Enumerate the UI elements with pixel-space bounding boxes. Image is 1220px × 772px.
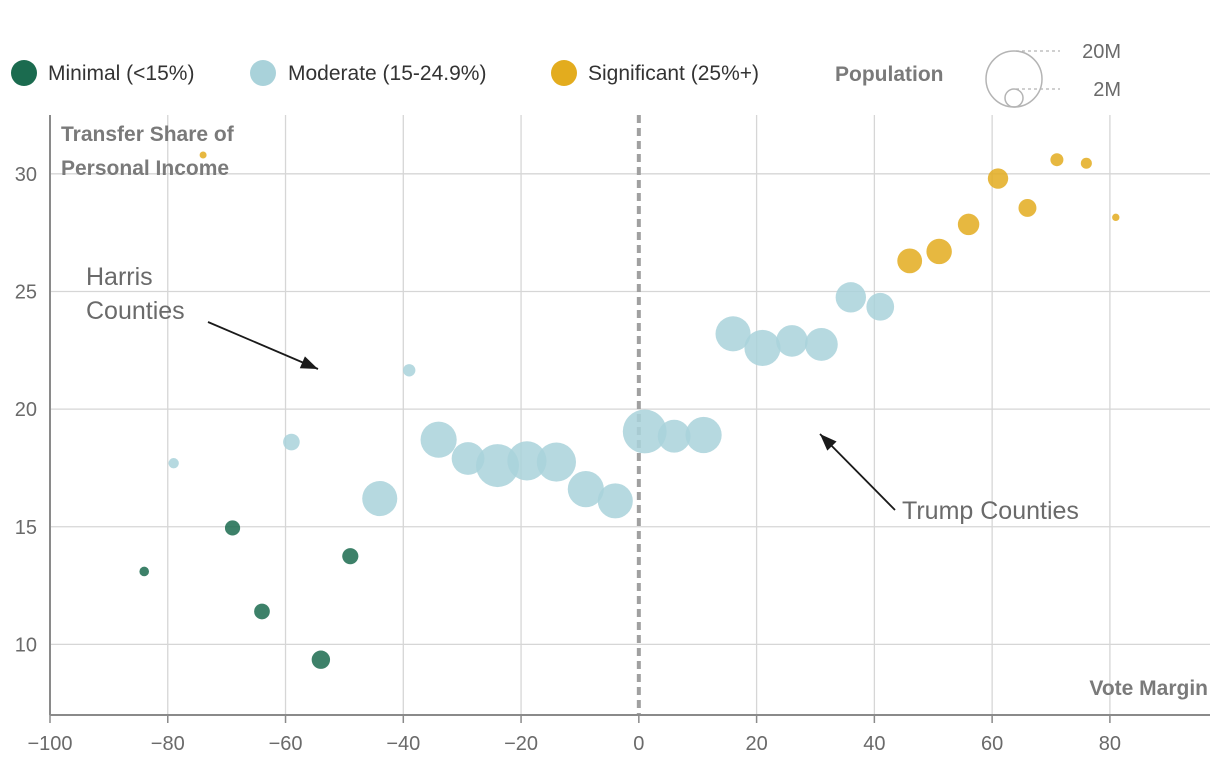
data-point-moderate bbox=[715, 316, 751, 352]
data-point-moderate bbox=[835, 282, 866, 313]
grid bbox=[50, 115, 1210, 715]
data-point-significant bbox=[1112, 213, 1120, 222]
legend-item-minimal[interactable]: Minimal (<15%) bbox=[11, 60, 194, 86]
y-axis-title-line-2: Personal Income bbox=[61, 157, 229, 180]
y-tick-label: 10 bbox=[15, 634, 37, 656]
annotation-arrow-harris bbox=[207, 321, 319, 370]
annotation-harris-line-1: Harris bbox=[86, 263, 153, 291]
data-point-moderate bbox=[536, 442, 577, 482]
data-point-significant bbox=[897, 248, 923, 274]
axes bbox=[49, 115, 1210, 723]
data-point-minimal bbox=[254, 603, 270, 620]
data-point-moderate bbox=[420, 421, 457, 458]
data-point-moderate bbox=[622, 409, 667, 454]
data-point-moderate bbox=[685, 416, 722, 454]
data-point-moderate bbox=[283, 433, 300, 451]
y-tick-label: 15 bbox=[15, 517, 37, 539]
legend-swatch-moderate bbox=[250, 60, 276, 86]
data-point-significant bbox=[1080, 157, 1092, 169]
harris-arrow-head bbox=[299, 356, 318, 369]
legend-item-significant[interactable]: Significant (25%+) bbox=[551, 60, 759, 86]
legend: Minimal (<15%) Moderate (15-24.9%) Signi… bbox=[11, 41, 1121, 108]
y-tick-label: 25 bbox=[15, 281, 37, 303]
x-tick-label: 60 bbox=[981, 733, 1003, 755]
data-point-moderate bbox=[507, 441, 547, 481]
population-label-2m: 2M bbox=[1093, 79, 1121, 101]
legend-label-moderate: Moderate (15-24.9%) bbox=[288, 62, 486, 85]
population-legend-title: Population bbox=[835, 63, 944, 86]
x-tick-label: −20 bbox=[504, 733, 538, 755]
x-tick-label: 80 bbox=[1099, 733, 1121, 755]
data-point-moderate bbox=[168, 458, 179, 469]
annotation-arrow-trump bbox=[819, 433, 896, 511]
data-point-significant bbox=[926, 238, 952, 265]
data-point-moderate bbox=[402, 364, 416, 377]
data-point-moderate bbox=[657, 419, 691, 453]
x-tick-label: 20 bbox=[745, 733, 767, 755]
legend-swatch-minimal bbox=[11, 60, 37, 86]
data-point-minimal bbox=[311, 650, 331, 669]
data-point-moderate bbox=[597, 483, 633, 519]
harris-arrow-shaft bbox=[207, 321, 319, 370]
y-tick-label: 20 bbox=[15, 399, 37, 421]
legend-label-minimal: Minimal (<15%) bbox=[48, 62, 194, 85]
population-circle-large bbox=[985, 50, 1043, 108]
data-point-moderate bbox=[866, 292, 895, 321]
data-point-moderate bbox=[744, 329, 781, 367]
x-tick-label: 40 bbox=[863, 733, 885, 755]
trump-arrow-shaft bbox=[819, 433, 896, 511]
x-tick-labels: −100 −80 −60 −40 −20 0 20 40 60 80 bbox=[27, 733, 1121, 755]
data-point-moderate bbox=[776, 325, 808, 357]
data-point-moderate bbox=[567, 471, 604, 508]
population-size-legend: Population 20M 2M bbox=[835, 41, 1121, 108]
population-circle-small bbox=[1004, 88, 1024, 108]
x-tick-label: −80 bbox=[151, 733, 185, 755]
data-point-minimal bbox=[139, 566, 150, 577]
y-tick-labels: 10 15 20 25 30 bbox=[15, 164, 37, 657]
x-tick-label: −60 bbox=[269, 733, 303, 755]
x-tick-label: 0 bbox=[633, 733, 644, 755]
data-point-moderate bbox=[362, 480, 398, 517]
data-point-moderate bbox=[804, 328, 838, 361]
y-axis-title-line-1: Transfer Share of bbox=[61, 123, 235, 146]
population-label-20m: 20M bbox=[1082, 41, 1121, 63]
data-point-significant bbox=[1018, 198, 1037, 217]
annotation-trump: Trump Counties bbox=[902, 497, 1079, 525]
legend-label-significant: Significant (25%+) bbox=[588, 62, 759, 85]
data-point-significant bbox=[987, 168, 1009, 189]
y-tick-label: 30 bbox=[15, 164, 37, 186]
data-point-minimal bbox=[342, 548, 359, 565]
data-point-significant bbox=[1050, 153, 1064, 167]
data-point-moderate bbox=[476, 444, 519, 488]
legend-swatch-significant bbox=[551, 60, 577, 86]
data-point-minimal bbox=[224, 520, 241, 536]
data-point-significant bbox=[199, 151, 207, 159]
x-axis-title: Vote Margin bbox=[1089, 677, 1208, 700]
x-tick-label: −100 bbox=[27, 733, 72, 755]
trump-arrow-head bbox=[820, 434, 837, 451]
data-point-significant bbox=[957, 213, 980, 236]
annotation-harris-line-2: Counties bbox=[86, 297, 185, 325]
legend-item-moderate[interactable]: Moderate (15-24.9%) bbox=[250, 60, 486, 86]
data-points bbox=[139, 151, 1120, 669]
x-tick-label: −40 bbox=[386, 733, 420, 755]
